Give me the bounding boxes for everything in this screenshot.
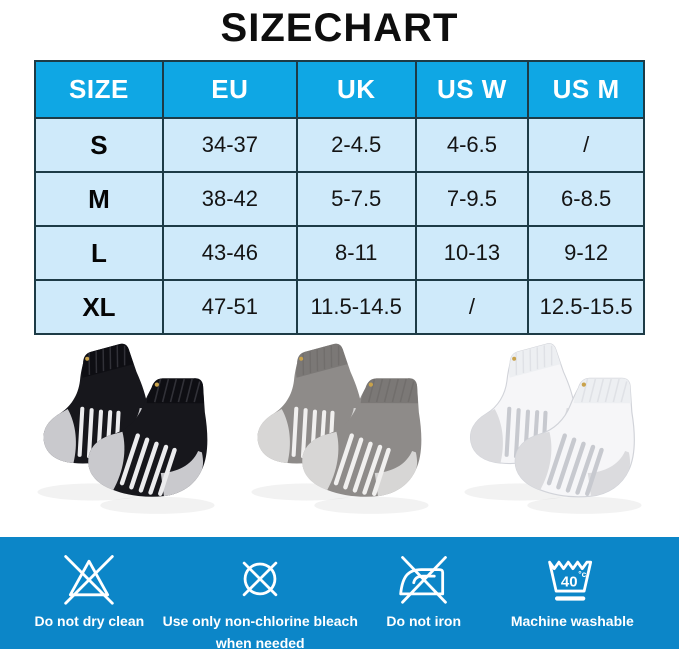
value-cell: 2-4.5 [295,117,417,173]
care-item: Do not dry clean [20,549,159,633]
care-item: Do not iron [362,549,486,633]
care-label: Do not dry clean [34,613,145,629]
non-chlorine-bleach-icon [232,550,288,606]
white-socks-image [453,341,653,523]
size-chart-header-row: SIZE EU UK US W US M [34,60,645,119]
do-not-iron-icon [396,550,452,606]
value-cell: 11.5-14.5 [295,279,417,335]
column-header: US W [414,60,530,119]
value-cell: 9-12 [527,225,645,281]
size-cell: S [34,117,164,173]
do-not-dry-clean-icon [61,550,117,606]
table-row: M 38-42 5-7.5 7-9.5 6-8.5 [34,171,645,227]
care-label: Use only non-chlorine bleach when needed [162,613,358,649]
care-label: Machine washable [510,613,634,629]
value-cell: 8-11 [295,225,417,281]
grey-socks-image [240,341,440,523]
value-cell: 7-9.5 [414,171,530,227]
value-cell: / [527,117,645,173]
product-images-row [0,335,679,529]
value-cell: 38-42 [161,171,298,227]
value-cell: 43-46 [161,225,298,281]
value-cell: 4-6.5 [414,117,530,173]
value-cell: 5-7.5 [295,171,417,227]
size-chart-table: SIZE EU UK US W US M S 34-37 2-4.5 4-6.5/M 38-42… [34,60,645,335]
value-cell: 6-8.5 [527,171,645,227]
care-band: Do not dry clean Use only non-chlorine b… [0,537,679,649]
table-row: L 43-46 8-11 10-13 9-12 [34,225,645,281]
value-cell: 12.5-15.5 [527,279,645,335]
machine-washable-icon [544,550,600,606]
black-socks-image [26,341,226,523]
value-cell: / [414,279,530,335]
column-header: UK [295,60,417,119]
value-cell: 34-37 [161,117,298,173]
size-chart: SIZE EU UK US W US M S 34-37 2-4.5 4-6.5/M 38-42… [34,60,645,335]
value-cell: 47-51 [161,279,298,335]
table-row: S 34-37 2-4.5 4-6.5/ [34,117,645,173]
size-cell: XL [34,279,164,335]
size-chart-body: S 34-37 2-4.5 4-6.5/M 38-42 5-7.5 7-9.5 6-8.5 L 4… [34,117,645,335]
care-item: Use only non-chlorine bleach when needed [159,549,362,649]
value-cell: 10-13 [414,225,530,281]
care-item: Machine washable [486,549,659,633]
size-cell: M [34,171,164,227]
column-header: EU [161,60,298,119]
column-header: US M [527,60,645,119]
size-cell: L [34,225,164,281]
column-header: SIZE [34,60,164,119]
page-title: SIZECHART [220,6,459,50]
care-label: Do not iron [386,613,462,629]
table-row: XL 47-51 11.5-14.5/12.5-15.5 [34,279,645,335]
